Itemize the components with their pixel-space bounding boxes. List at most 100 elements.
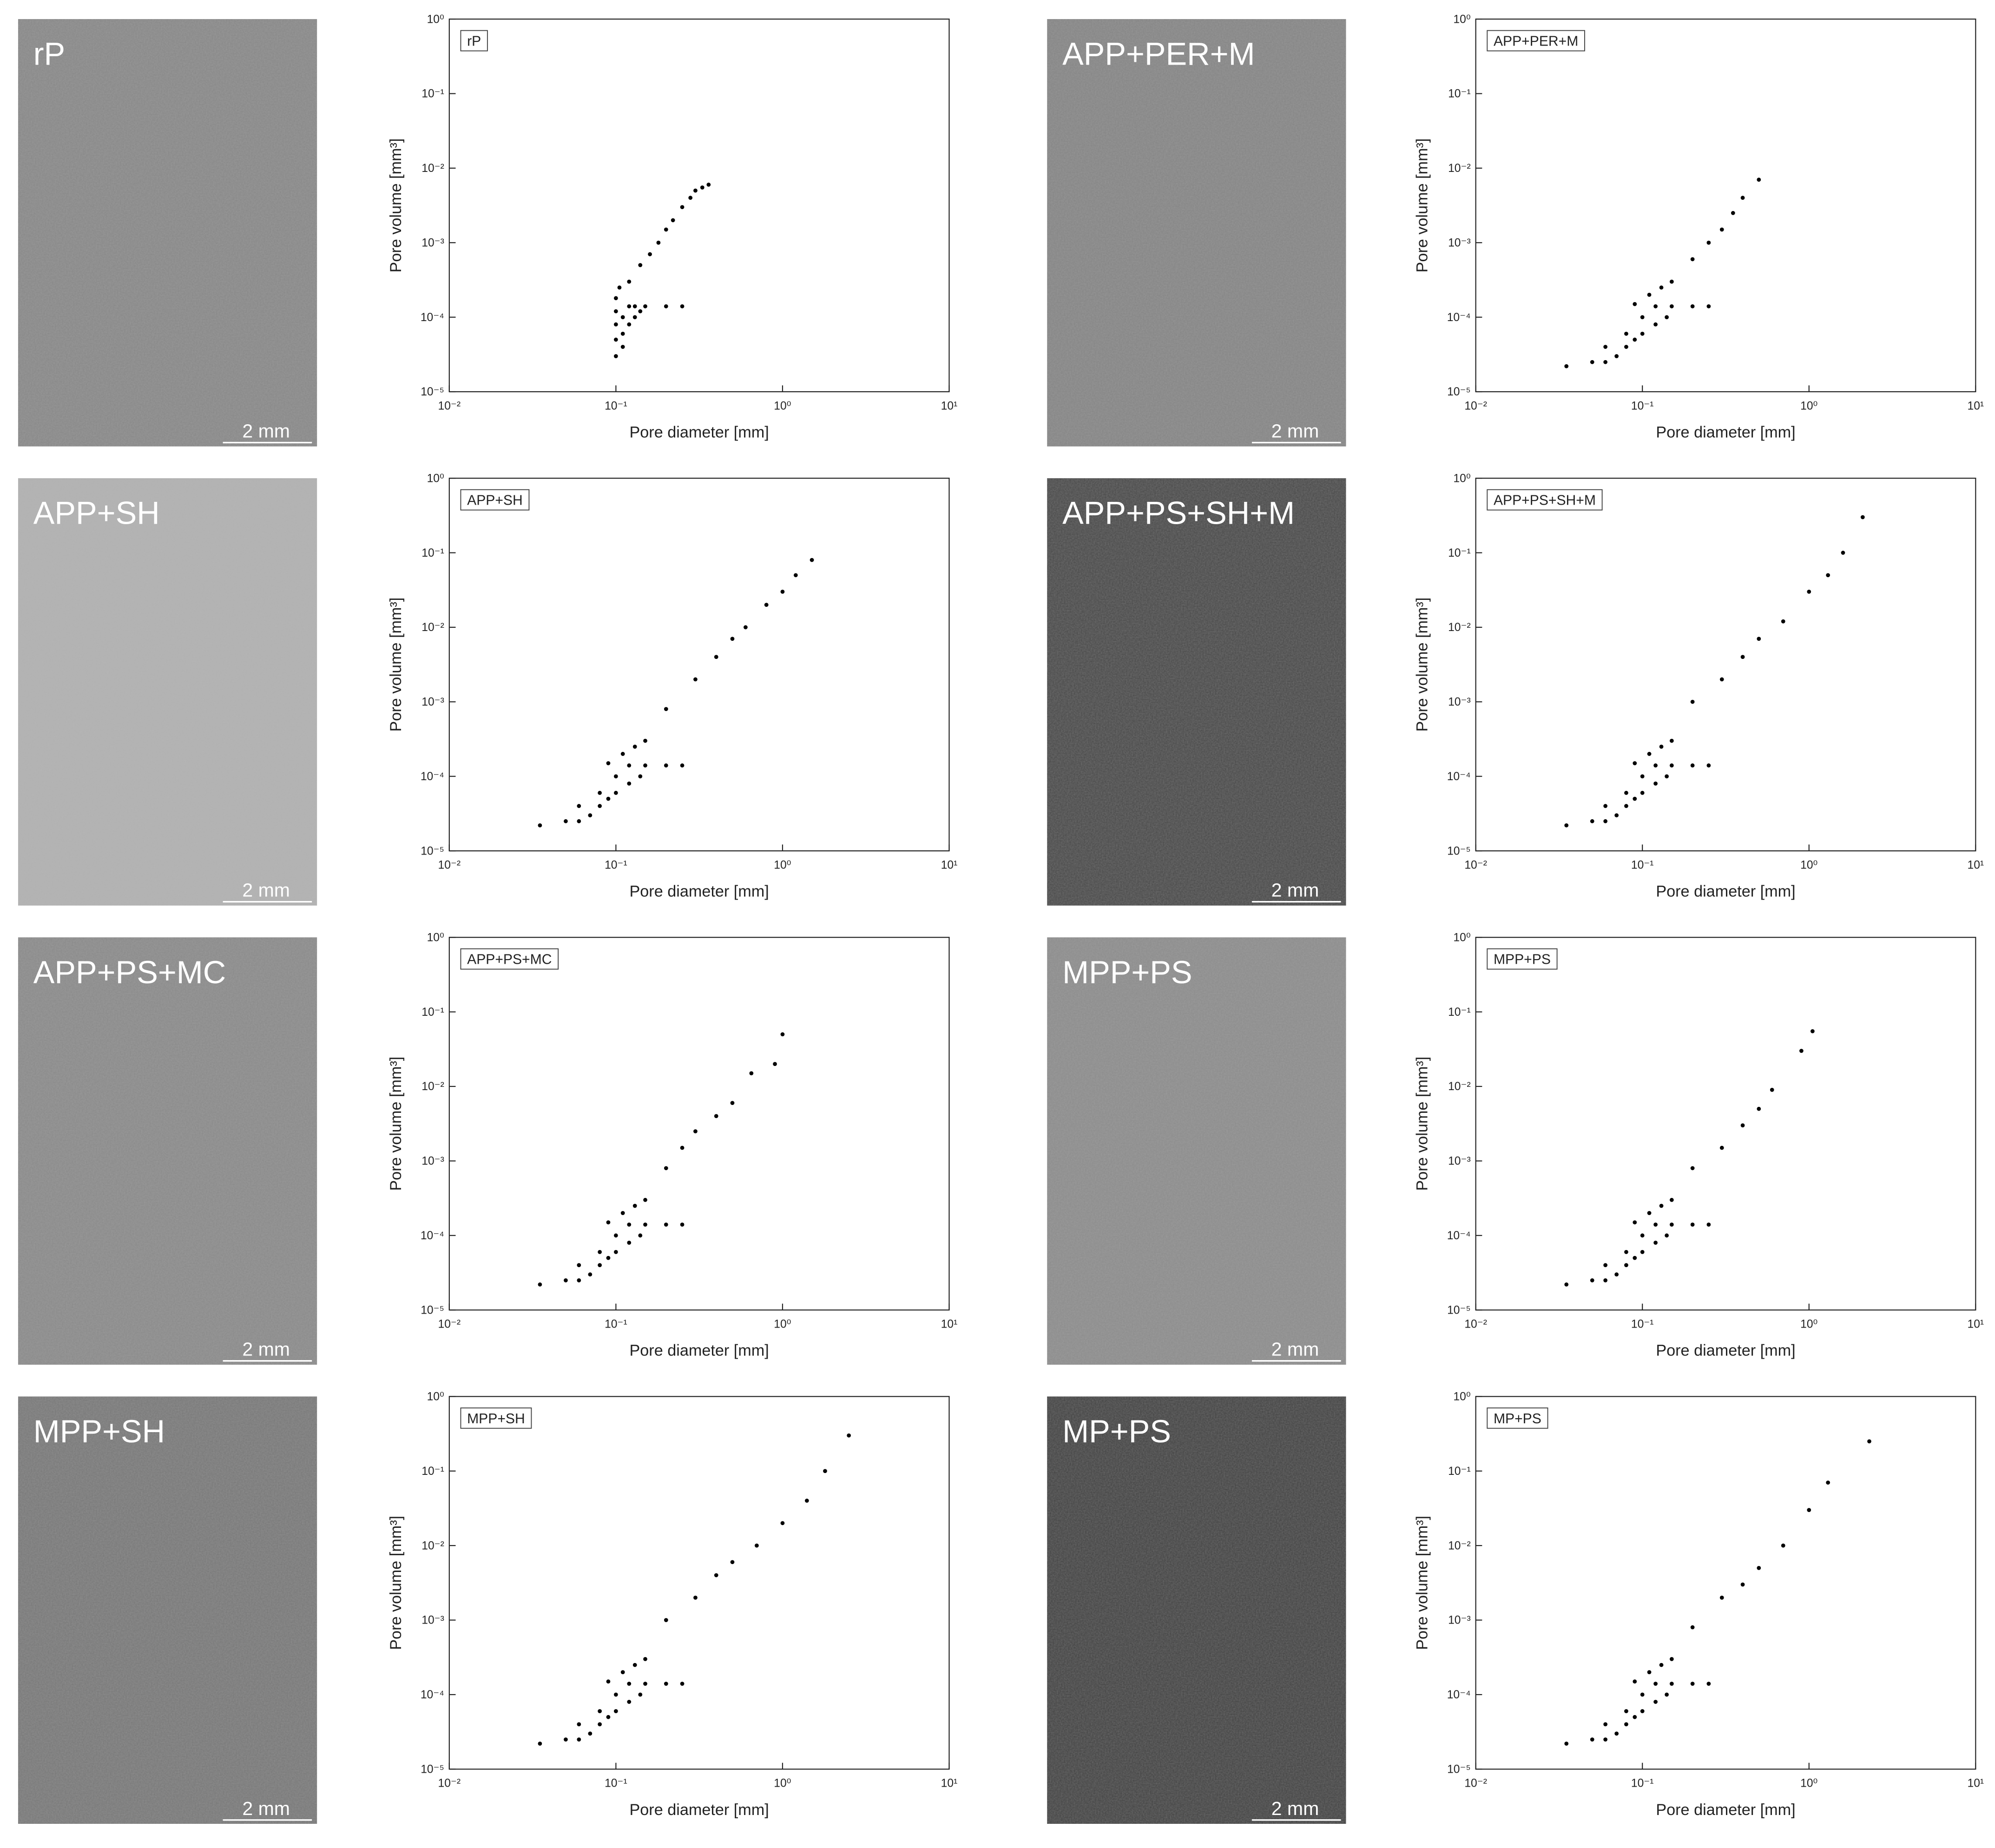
point: [1633, 1220, 1637, 1224]
point: [588, 1731, 593, 1736]
point: [638, 1692, 643, 1697]
legend-label: rP: [467, 34, 481, 49]
point: [1653, 1222, 1658, 1227]
y-tick-label: 10⁻⁴: [1447, 311, 1471, 324]
point: [1740, 1582, 1745, 1587]
point: [1624, 1250, 1628, 1254]
chart: 10⁻² 10⁻¹ 10⁰ 10¹ 10⁻⁵ 10⁻⁴ 10⁻³ 10⁻² 10⁻¹ 10⁰ Por…: [387, 13, 957, 441]
legend-box: [1487, 1407, 1548, 1429]
y-tick-label: 10⁰: [1453, 1391, 1470, 1403]
point: [598, 1263, 602, 1268]
legend-label: APP+PS+SH+M: [1494, 493, 1596, 508]
point: [613, 1250, 618, 1254]
micrograph-panel: MP+PS 2 mm: [1047, 1396, 1346, 1824]
point: [627, 1700, 632, 1704]
chart: 10⁻² 10⁻¹ 10⁰ 10¹ 10⁻⁵ 10⁻⁴ 10⁻³ 10⁻² 10⁻¹ 10⁰ Por…: [387, 1391, 957, 1819]
point: [1781, 619, 1785, 624]
point: [706, 183, 711, 187]
x-tick-label: 10¹: [941, 1777, 958, 1790]
point: [613, 309, 618, 314]
y-axis-label: Pore volume [mm³]: [1414, 138, 1431, 273]
point: [780, 1521, 785, 1526]
micrograph-label: MPP+SH: [33, 1414, 165, 1449]
point: [693, 1129, 698, 1133]
point: [1653, 763, 1658, 768]
point: [1640, 1250, 1645, 1254]
x-tick-label: 10⁰: [1800, 400, 1817, 412]
point: [1624, 345, 1628, 349]
point: [680, 1145, 685, 1150]
point: [714, 1573, 718, 1578]
point: [577, 804, 581, 808]
point: [638, 309, 643, 314]
point: [749, 1071, 754, 1076]
point: [627, 1682, 632, 1686]
point: [730, 637, 735, 641]
x-axis-label: Pore diameter [mm]: [1656, 1801, 1795, 1819]
y-tick-label: 10⁻⁵: [421, 386, 444, 398]
point: [598, 1250, 602, 1254]
point: [613, 1233, 618, 1238]
point: [648, 252, 652, 256]
point: [1706, 763, 1711, 768]
x-tick-label: 10¹: [1968, 859, 1984, 871]
point: [627, 781, 632, 786]
x-tick-label: 10¹: [1968, 1777, 1984, 1790]
point: [664, 227, 668, 232]
point: [1564, 1741, 1569, 1746]
y-tick-label: 10⁻³: [421, 696, 444, 709]
point: [1564, 1282, 1569, 1287]
x-tick-label: 10⁻²: [438, 1777, 461, 1790]
x-axis-label: Pore diameter [mm]: [629, 883, 769, 901]
x-tick-label: 10⁻¹: [1631, 1777, 1654, 1790]
point: [606, 1256, 611, 1260]
plot-frame: [1475, 1396, 1976, 1770]
point: [606, 1715, 611, 1719]
legend-label: APP+PER+M: [1494, 34, 1578, 49]
point: [1640, 790, 1645, 795]
micrograph-grain: [1047, 478, 1346, 906]
scale-bar-label: 2 mm: [242, 421, 290, 442]
micrograph-panel: APP+PS+MC 2 mm: [18, 937, 317, 1365]
y-tick-label: 10⁻⁴: [1447, 1230, 1471, 1242]
x-tick-label: 10⁰: [1800, 859, 1817, 871]
x-axis-label: Pore diameter [mm]: [629, 424, 769, 441]
x-tick-label: 10⁻¹: [1631, 400, 1654, 412]
legend-box: [460, 30, 488, 52]
point: [1659, 285, 1664, 290]
point: [613, 296, 618, 301]
point: [1614, 813, 1619, 817]
legend-label: APP+SH: [467, 493, 523, 508]
y-tick-label: 10⁻⁴: [1447, 770, 1471, 783]
y-axis-label: Pore volume [mm³]: [387, 1057, 405, 1191]
point: [1624, 331, 1628, 336]
point: [1810, 1029, 1815, 1033]
point: [730, 1101, 735, 1105]
point: [1640, 331, 1645, 336]
point: [1653, 1240, 1658, 1245]
point: [632, 304, 637, 309]
point: [1669, 1682, 1674, 1686]
y-tick-label: 10⁻²: [1448, 1080, 1471, 1093]
point: [1624, 1709, 1628, 1713]
point: [564, 819, 568, 823]
point: [1614, 354, 1619, 358]
point: [656, 240, 661, 245]
legend-box: [460, 489, 530, 511]
point: [764, 603, 769, 607]
point: [620, 1670, 625, 1675]
y-tick-label: 10⁰: [427, 931, 444, 944]
point: [1665, 315, 1669, 320]
point: [680, 205, 685, 210]
point: [1706, 240, 1711, 245]
point: [1690, 304, 1695, 309]
point: [1653, 322, 1658, 327]
micrograph-panel: rP 2 mm: [18, 19, 317, 447]
point: [638, 263, 643, 267]
point: [1740, 655, 1745, 659]
point: [627, 322, 632, 327]
micrograph-label: rP: [33, 37, 65, 72]
point: [1669, 1657, 1674, 1661]
legend-box: [1487, 30, 1585, 52]
scale-bar-label: 2 mm: [1271, 1339, 1319, 1360]
